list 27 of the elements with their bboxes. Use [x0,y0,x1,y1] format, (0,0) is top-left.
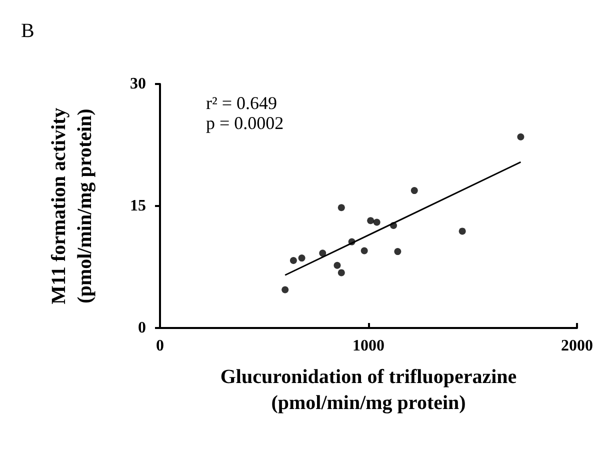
point [394,248,402,256]
x-tick-label: 1000 [352,338,384,354]
annotation: p = 0.0002 [206,113,284,133]
y-tick-label: 0 [138,320,146,336]
annotation: r² = 0.649 [206,93,278,113]
point [282,286,289,294]
point [348,238,356,246]
chart-title: B [21,20,34,42]
y-tick-label: 15 [130,198,146,214]
x-tick-label: 0 [156,338,164,354]
point [367,217,374,224]
x-tick-label: 2000 [561,338,593,354]
y-tick-label: 30 [130,76,146,92]
point [338,269,345,276]
point [334,262,341,269]
x-axis-title: Glucuronidation of trifluoperazine (pmol/min/mg protein) [220,366,517,414]
point [360,247,368,254]
point [410,187,418,194]
point [319,250,326,257]
y-axis-title: M11 formation activity (pmol/min/mg protein) [48,108,96,304]
point [290,256,297,264]
point [517,133,524,140]
point [338,204,345,212]
point [390,222,398,230]
point [458,228,466,235]
point [298,254,306,262]
point [373,218,380,226]
